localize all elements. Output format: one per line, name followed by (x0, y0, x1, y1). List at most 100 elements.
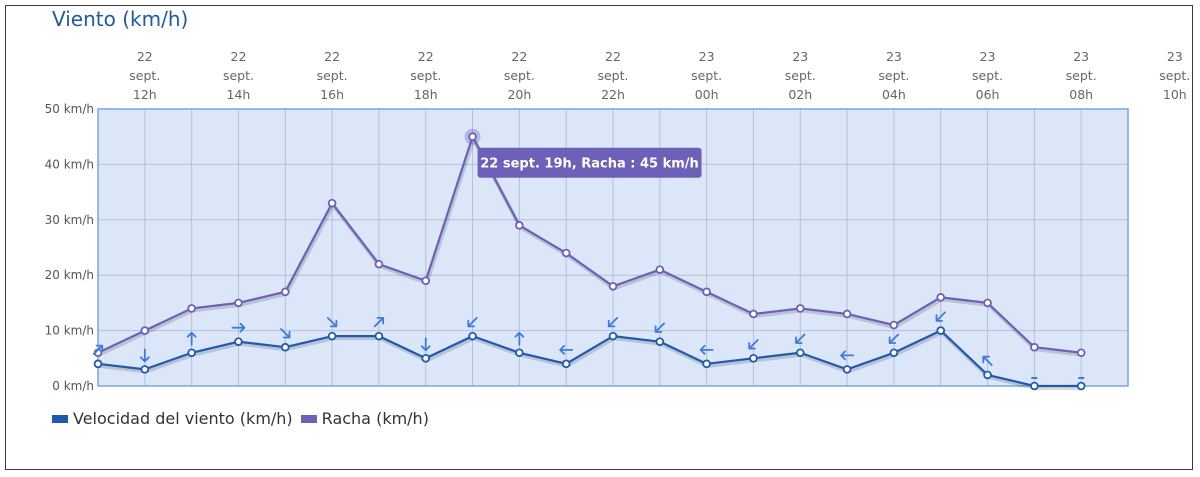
x-tick-label: 23 (792, 49, 808, 64)
wind-speed-point (795, 348, 805, 358)
wind-speed-point (608, 331, 618, 341)
x-tick-label: 10h (1163, 87, 1187, 102)
gust-point (140, 326, 150, 335)
wind-speed-point (1030, 381, 1039, 391)
wind-speed-point (1076, 381, 1086, 391)
x-tick-label: sept. (223, 68, 254, 83)
x-tick-label: 22 (324, 49, 340, 64)
x-tick-label: 12h (133, 87, 157, 102)
wind-direction-arrow (139, 348, 150, 363)
gust-point (702, 287, 711, 297)
x-tick-label: sept. (597, 68, 628, 83)
wind-direction-arrow (935, 311, 946, 322)
x-tick-label: sept. (410, 68, 441, 83)
gust-point (983, 298, 992, 308)
x-tick-label: 14h (227, 87, 251, 102)
wind-direction-arrow (559, 344, 574, 355)
wind-direction-arrow (514, 331, 525, 346)
x-tick-label: 04h (882, 87, 906, 102)
wind-speed-point (234, 337, 243, 346)
gust-point (1030, 342, 1039, 352)
wind-speed-point (655, 337, 665, 346)
wind-direction-arrow (231, 322, 246, 333)
wind-speed-line (97, 329, 1082, 388)
wind-direction-arrow (326, 316, 338, 328)
x-tick-label: 22 (418, 49, 434, 64)
gust-point (842, 309, 852, 319)
wind-direction-arrow (607, 316, 619, 328)
x-tick-label: 23 (980, 49, 996, 64)
legend-item-wind[interactable]: Velocidad del viento (km/h) (52, 409, 293, 428)
wind-speed-point (327, 331, 337, 341)
wind-speed-point (936, 326, 946, 335)
x-tick-label: 02h (788, 87, 812, 102)
wind-speed-point (561, 359, 571, 369)
x-tick-label: 22h (601, 87, 625, 102)
y-tick-label: 0 km/h (52, 379, 94, 393)
gust-point (374, 259, 384, 269)
x-tick-label: sept. (878, 68, 909, 83)
wind-direction-arrow (748, 339, 759, 350)
wind-direction-arrow (280, 328, 291, 339)
y-tick-label: 40 km/h (45, 157, 94, 171)
chart-title: Viento (km/h) (52, 7, 189, 31)
gust-point (889, 320, 899, 330)
x-tick-label: 22 (511, 49, 527, 64)
x-tick-label: 23 (886, 49, 902, 64)
gust-point (608, 281, 618, 291)
wind-speed-point (93, 359, 103, 369)
x-tick-label: 23 (1073, 49, 1089, 64)
y-tick-label: 10 km/h (45, 324, 94, 338)
wind-speed-point (983, 370, 992, 380)
x-tick-label: 00h (695, 87, 719, 102)
x-tick-label: sept. (1066, 68, 1097, 83)
wind-speed-point (889, 348, 899, 358)
gust-point (749, 309, 758, 319)
wind-speed-point (280, 342, 290, 352)
gust-point (936, 293, 946, 302)
gust-point (421, 276, 431, 286)
wind-direction-arrow (92, 344, 104, 355)
wind-speed-point (515, 348, 524, 358)
wind-direction-arrow (373, 316, 385, 328)
x-tick-label: sept. (317, 68, 348, 83)
wind-speed-point (187, 348, 196, 358)
gust-point (327, 198, 337, 208)
gust-point (468, 132, 477, 142)
x-tick-label: 16h (320, 87, 344, 102)
x-tick-label: sept. (129, 68, 160, 83)
wind-direction-arrow (982, 355, 993, 367)
wind-speed-point (842, 365, 852, 374)
legend-label-gust: Racha (km/h) (321, 409, 429, 428)
tooltip-text: 22 sept. 19h, Racha : 45 km/h (480, 157, 699, 172)
gust-point (187, 304, 196, 313)
wind-speed-point (140, 365, 150, 374)
tooltip-box (477, 147, 702, 178)
x-tick-label: 06h (976, 87, 1000, 102)
x-tick-label: sept. (1159, 68, 1190, 83)
wind-direction-arrow (699, 344, 714, 355)
x-tick-label: 18h (414, 87, 438, 102)
gust-point (234, 298, 243, 308)
x-tick-label: sept. (504, 68, 535, 83)
legend-swatch-gust (300, 414, 317, 423)
wind-direction-arrow (840, 350, 854, 361)
legend-swatch-wind (52, 414, 68, 423)
gust-point (280, 287, 290, 297)
gust-line (97, 135, 1082, 354)
wind-direction-arrow (654, 322, 665, 333)
wind-speed-point (421, 353, 431, 363)
x-tick-label: sept. (691, 68, 722, 83)
x-tick-label: 22 (231, 49, 247, 64)
wind-direction-arrow (420, 337, 431, 352)
gust-point (515, 221, 524, 230)
legend-item-gust[interactable]: Racha (km/h) (300, 409, 429, 428)
y-tick-label: 50 km/h (45, 102, 94, 116)
wind-speed-line-shadow (98, 330, 1083, 390)
wind-speed-point (374, 331, 384, 341)
x-tick-label: sept. (972, 68, 1003, 83)
wind-direction-arrow (795, 333, 806, 344)
gust-point (561, 248, 571, 258)
x-tick-label: 08h (1069, 87, 1093, 102)
